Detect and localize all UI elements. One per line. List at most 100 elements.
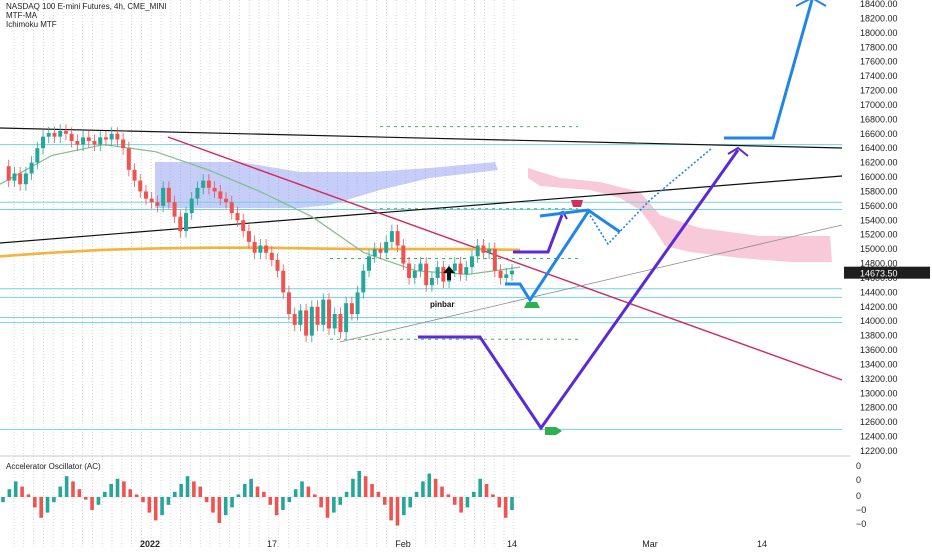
ac-bar [344, 491, 349, 497]
ac-bar [83, 497, 88, 500]
candle [492, 242, 497, 278]
candle [155, 195, 160, 213]
candle-body [241, 220, 246, 232]
y-axis-tick-label: 16600.00 [860, 129, 898, 139]
candle [166, 181, 171, 209]
candle-body [481, 245, 486, 253]
candle-body [367, 256, 372, 271]
candle [435, 260, 440, 285]
candle [298, 303, 303, 332]
candle [149, 192, 154, 209]
ac-bar [249, 478, 253, 497]
ac-bar [217, 497, 222, 523]
y-axis-tick-label: 15400.00 [860, 215, 898, 225]
candle-body [492, 249, 497, 271]
projection-path-purple [418, 149, 740, 431]
candle-body [115, 133, 120, 140]
ac-bar [491, 494, 495, 497]
candle-body [212, 187, 217, 192]
candle [281, 264, 286, 299]
ac-bar [510, 497, 514, 510]
ac-bar [459, 497, 463, 513]
candle-body [510, 270, 514, 275]
candle-body [161, 187, 166, 206]
y-axis-tick-label: 15000.00 [860, 244, 898, 254]
projection-arrowhead-blue [795, 0, 827, 7]
ac-bar [312, 494, 317, 497]
y-axis-tick-label: 13800.00 [860, 331, 898, 341]
candle [224, 192, 229, 209]
candle [441, 260, 446, 289]
candle-body [6, 166, 11, 181]
y-axis-tick-label: 16000.00 [860, 172, 898, 182]
indicator-mtf-ma-label: MTF-MA [6, 11, 38, 20]
y-axis-tick-label: 16800.00 [860, 114, 898, 124]
y-axis-tick-label: 14400.00 [860, 287, 898, 297]
candle [286, 285, 291, 321]
candle-body [75, 140, 80, 145]
candle [367, 249, 372, 278]
candle [46, 126, 51, 144]
candle-body [184, 213, 189, 232]
candle-body [286, 292, 291, 315]
candle [504, 267, 509, 285]
candle [304, 303, 309, 343]
candle [52, 126, 57, 144]
ac-bar [45, 497, 50, 513]
ac-bar [319, 497, 323, 508]
pinbar-arrow-icon [443, 266, 455, 280]
candle-body [246, 231, 251, 242]
candle-body [155, 202, 160, 206]
candle [384, 235, 389, 260]
ac-bar [223, 497, 228, 516]
candle-body [109, 133, 114, 140]
candle-body [349, 303, 354, 315]
candle [510, 264, 514, 281]
ac-bar [134, 494, 139, 497]
candle-body [475, 245, 480, 257]
candle-body [98, 137, 103, 145]
ac-bar [172, 491, 177, 497]
candle-body [441, 267, 446, 282]
projection-path-blue-arc [539, 208, 621, 234]
y-axis-tick-label: 18400.00 [860, 0, 898, 9]
candle [109, 127, 114, 147]
y-axis-tick-label: 14800.00 [860, 259, 898, 269]
candle-body [389, 231, 394, 242]
candle-body [143, 191, 148, 199]
ac-bar [255, 486, 260, 497]
candle-body [132, 169, 137, 181]
ac-bar [58, 486, 63, 497]
candle-body [258, 245, 263, 253]
y-axis-tick-label: 15800.00 [860, 186, 898, 196]
candle [212, 181, 217, 198]
candle-body [252, 241, 257, 253]
ac-bar [421, 481, 425, 497]
candle [292, 307, 297, 332]
ac-bar [402, 497, 406, 516]
ac-bar [26, 494, 31, 497]
candle [344, 296, 349, 339]
candle [395, 224, 400, 253]
candle-body [218, 191, 223, 199]
candle [63, 124, 68, 141]
candle [103, 130, 108, 147]
candle-body [275, 259, 280, 271]
candle [201, 174, 206, 195]
candle [458, 257, 463, 281]
candle-body [469, 256, 474, 268]
y-axis-tick-label: 17200.00 [860, 86, 898, 96]
projection-arrowhead-purple [727, 146, 749, 157]
candle [418, 257, 423, 278]
ac-bar [90, 497, 94, 510]
candle [126, 141, 131, 177]
candle [172, 195, 177, 224]
y-axis-tick-label: 14200.00 [860, 302, 898, 312]
ac-bar [433, 478, 438, 497]
ac-bar [242, 484, 247, 497]
ac-bar [185, 476, 190, 497]
ac-bar [166, 497, 171, 505]
ac-bar [64, 476, 69, 497]
x-axis-tick-label: 2022 [140, 539, 160, 549]
